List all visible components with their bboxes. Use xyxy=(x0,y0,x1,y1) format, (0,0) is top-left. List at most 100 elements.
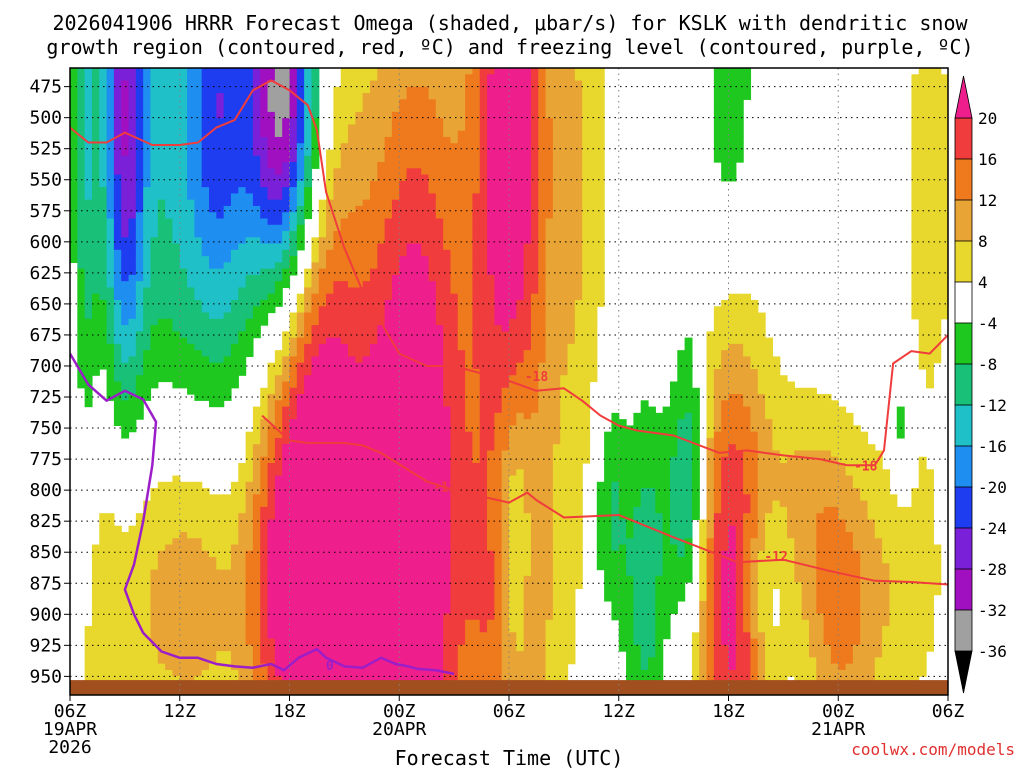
omega-cell-2505 xyxy=(289,406,298,414)
omega-cell-2222 xyxy=(267,387,276,395)
omega-cell-450 xyxy=(113,613,122,621)
omega-cell-4812 xyxy=(465,218,474,226)
omega-cell-2875 xyxy=(318,513,327,521)
omega-cell-1808 xyxy=(230,582,239,590)
omega-cell-4605 xyxy=(450,174,459,182)
omega-cell-440 xyxy=(113,550,122,558)
omega-cell-4061 xyxy=(406,525,415,533)
omega-cell-248 xyxy=(99,243,108,251)
omega-cell-889 xyxy=(157,86,166,94)
omega-cell-2562 xyxy=(296,136,305,144)
omega-cell-570 xyxy=(128,205,137,213)
omega-cell-2090 xyxy=(260,74,269,82)
omega-cell-3848 xyxy=(391,444,400,452)
omega-cell-3495 xyxy=(369,111,378,119)
omega-cell-4205 xyxy=(421,174,430,182)
omega-cell-2890 xyxy=(318,607,327,615)
omega-cell-471 xyxy=(121,118,130,126)
omega-cell-482 xyxy=(121,187,130,194)
omega-cell-914 xyxy=(157,243,166,251)
omega-cell-4250 xyxy=(421,456,430,464)
omega-cell-3336 xyxy=(355,368,364,376)
omega-cell-404 xyxy=(113,224,122,232)
omega-cell-4643 xyxy=(450,412,459,420)
omega-cell-3885 xyxy=(391,676,400,684)
omega-cell-1379 xyxy=(194,575,203,583)
omega-cell-4154 xyxy=(413,481,422,489)
omega-cell-3110 xyxy=(340,205,349,213)
omega-cell-2787 xyxy=(311,456,320,464)
omega-cell-3973 xyxy=(399,600,408,608)
omega-cell-2199 xyxy=(267,193,276,201)
omega-cell-2671 xyxy=(304,287,313,295)
omega-cell-3190 xyxy=(348,80,356,88)
omega-cell-1828 xyxy=(238,80,247,88)
omega-cell-3180 xyxy=(340,644,349,652)
omega-cell-534 xyxy=(121,607,130,615)
omega-cell-172 xyxy=(91,224,100,232)
omega-cell-1528 xyxy=(209,343,217,351)
omega-cell-2161 xyxy=(260,582,269,590)
omega-cell-2140 xyxy=(260,450,269,458)
omega-cell-699 xyxy=(135,575,144,583)
omega-cell-195 xyxy=(91,368,100,376)
omega-cell-2677 xyxy=(304,325,313,332)
omega-cell-2080 xyxy=(252,638,261,646)
omega-cell-507 xyxy=(121,343,130,351)
omega-cell-2432 xyxy=(282,538,291,546)
omega-cell-345 xyxy=(106,368,115,376)
omega-cell-1812 xyxy=(230,607,239,615)
omega-cell-4642 xyxy=(450,406,459,414)
omega-cell-2703 xyxy=(304,488,313,495)
omega-cell-2952 xyxy=(326,450,334,458)
omega-cell-3921 xyxy=(399,274,408,282)
omega-cell-4540 xyxy=(443,394,452,401)
omega-cell-4137 xyxy=(413,375,422,383)
omega-cell-3536 xyxy=(369,368,378,376)
omega-cell-3375 xyxy=(355,613,364,621)
omega-cell-3508 xyxy=(369,193,378,201)
omega-cell-4393 xyxy=(435,99,444,107)
omega-cell-3862 xyxy=(391,531,400,539)
omega-cell-56 xyxy=(77,224,86,232)
omega-cell-2537 xyxy=(289,607,298,615)
omega-cell-1192 xyxy=(179,488,188,495)
omega-cell-2497 xyxy=(289,356,298,364)
omega-cell-3149 xyxy=(340,450,349,458)
omega-cell-2605 xyxy=(296,450,305,458)
omega-cell-3834 xyxy=(391,356,400,364)
omega-cell-4750 xyxy=(457,456,466,464)
omega-cell-3757 xyxy=(384,500,393,508)
omega-cell-4609 xyxy=(450,199,459,207)
omega-cell-2573 xyxy=(296,205,305,213)
omega-cell-3470 xyxy=(362,582,371,590)
omega-cell-4852 xyxy=(465,469,474,477)
omega-cell-3469 xyxy=(362,575,371,583)
omega-cell-1671 xyxy=(223,162,232,169)
omega-cell-3678 xyxy=(377,632,386,640)
omega-cell-45 xyxy=(77,155,86,163)
omega-cell-4128 xyxy=(413,318,422,326)
omega-cell-3754 xyxy=(384,481,393,489)
omega-cell-4070 xyxy=(406,582,415,590)
omega-cell-4814 xyxy=(465,231,474,238)
omega-cell-3585 xyxy=(369,676,378,684)
omega-cell-1516 xyxy=(209,268,217,276)
omega-cell-4978 xyxy=(472,632,481,640)
omega-cell-4399 xyxy=(435,136,444,144)
omega-cell-4416 xyxy=(435,243,444,251)
omega-cell-265 xyxy=(99,350,108,358)
omega-cell-1565 xyxy=(209,663,217,671)
omega-cell-4539 xyxy=(443,387,452,395)
omega-cell-1563 xyxy=(209,651,217,658)
omega-cell-1041 xyxy=(165,613,174,621)
omega-cell-4645 xyxy=(450,425,459,433)
omega-cell-2153 xyxy=(260,531,269,539)
omega-cell-4872 xyxy=(465,594,474,602)
omega-cell-956 xyxy=(157,607,166,615)
omega-cell-3215 xyxy=(348,237,356,245)
omega-cell-2132 xyxy=(260,400,269,408)
omega-cell-2975 xyxy=(326,594,334,602)
omega-cell-109 xyxy=(84,237,93,245)
omega-cell-555 xyxy=(128,111,137,119)
